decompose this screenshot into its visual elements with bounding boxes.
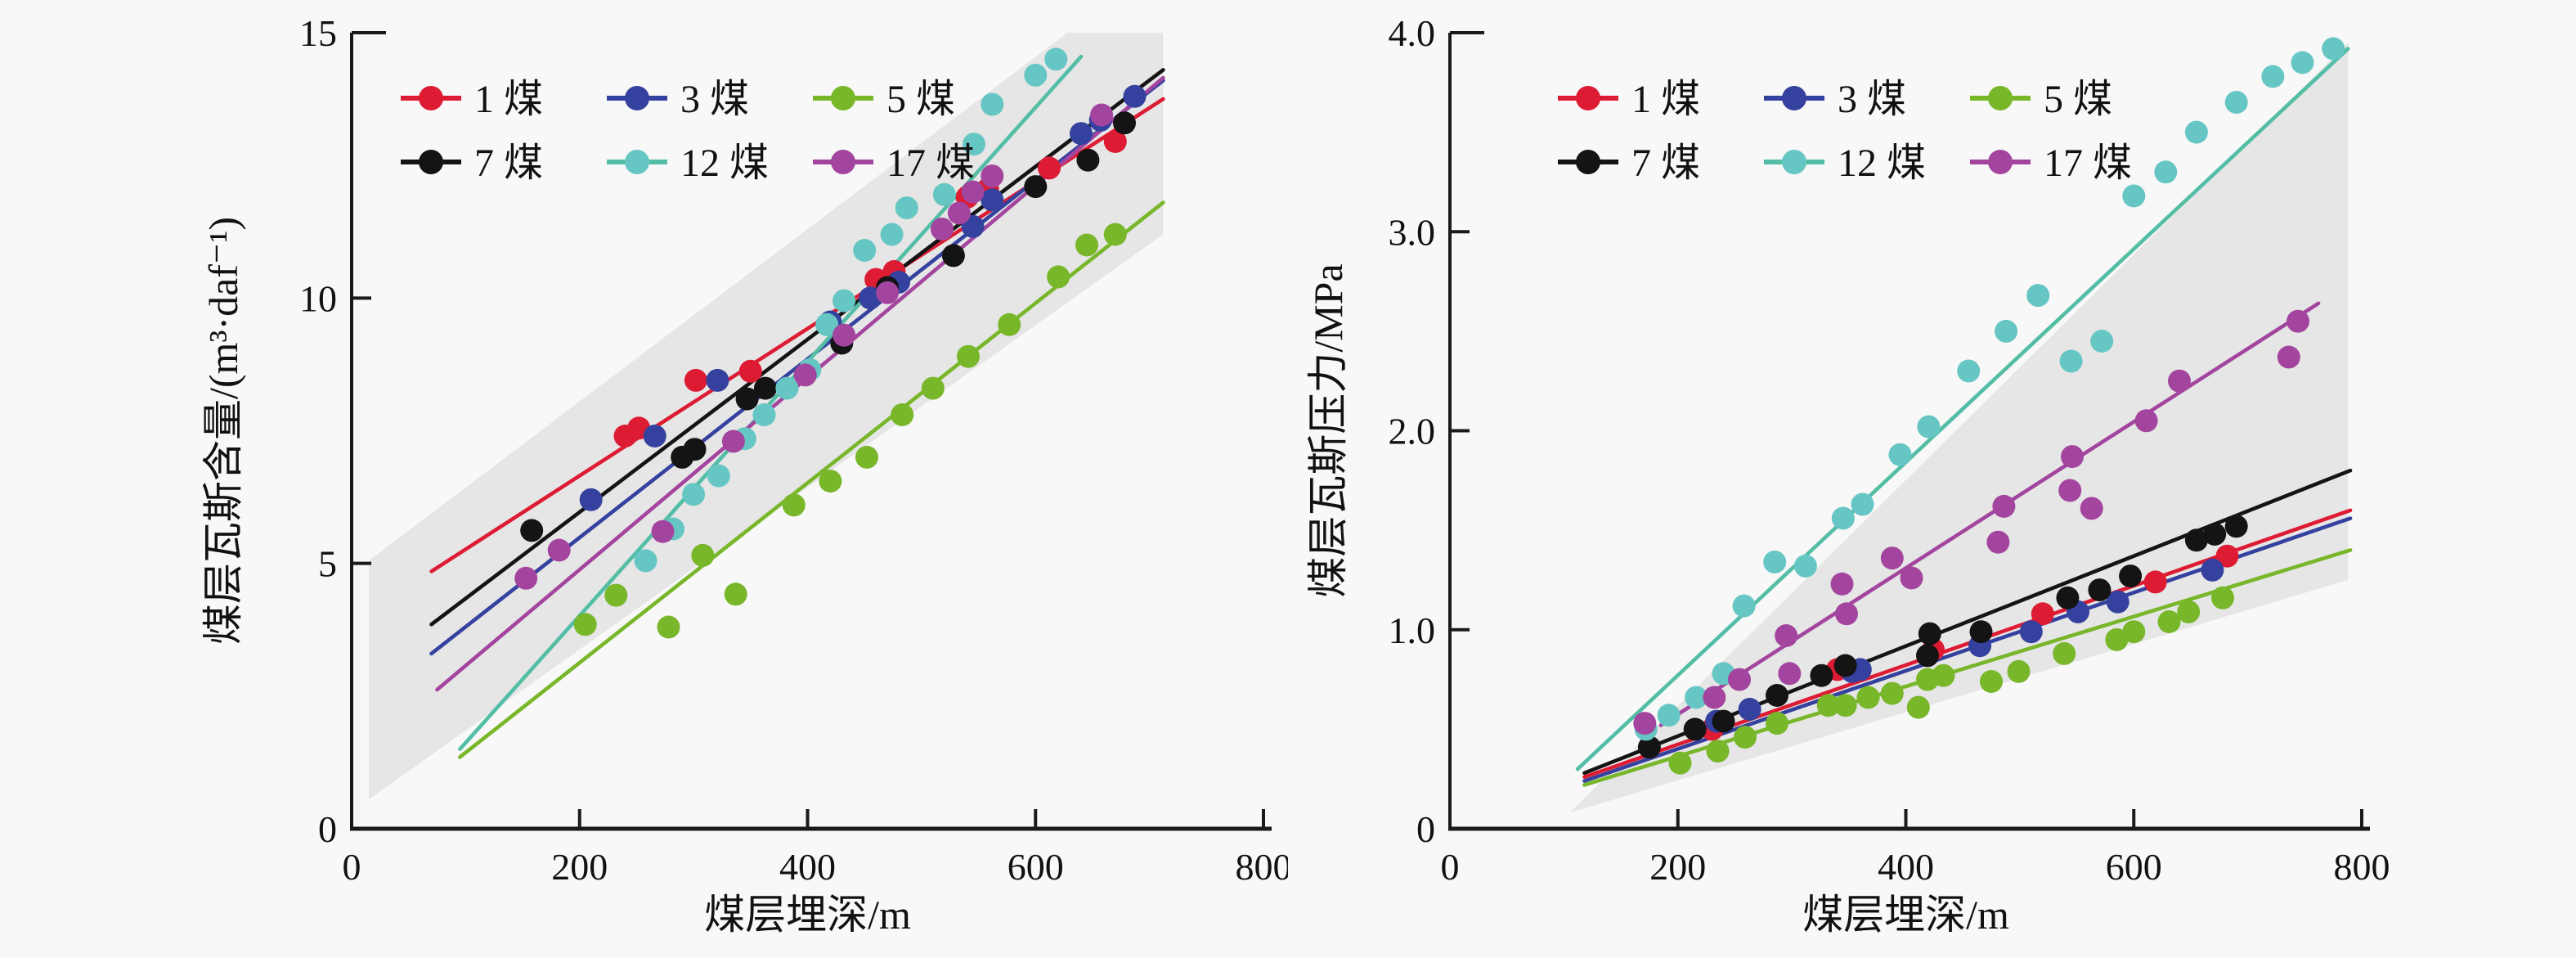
legend-item-coal-7: 7 煤: [1558, 142, 1700, 185]
legend-item-coal-3: 3 煤: [1764, 78, 1906, 121]
svg-text:0: 0: [1441, 846, 1460, 888]
legend-label: 5 煤: [886, 78, 955, 121]
legend-item-coal-12: 12 煤: [607, 142, 769, 185]
svg-text:10: 10: [299, 277, 337, 319]
legend-label: 5 煤: [2044, 78, 2112, 121]
legend-marker-icon: [419, 150, 443, 174]
svg-text:2.0: 2.0: [1389, 411, 1436, 452]
legend-item-coal-3: 3 煤: [607, 78, 749, 121]
svg-text:600: 600: [1008, 846, 1064, 888]
svg-text:200: 200: [551, 846, 608, 888]
legend-marker-icon: [1576, 150, 1600, 174]
y-axis-title: 煤层瓦斯压力/MPa: [1305, 263, 1351, 597]
legend-marker-icon: [1576, 86, 1600, 110]
legend-label: 3 煤: [680, 78, 749, 121]
series-points-coal-7: [1637, 515, 2248, 759]
legend-item-coal-1: 1 煤: [1558, 78, 1700, 121]
legend-marker-icon: [625, 150, 649, 174]
legend-item-coal-7: 7 煤: [401, 142, 543, 185]
x-ticks: 0 200 400 600 800: [343, 809, 1289, 888]
gas-content-chart: 0 200 400 600 800 0 5 10 15 煤层埋深/m 煤层瓦斯含量/(m³·daf⁻…: [200, 12, 1289, 938]
svg-text:600: 600: [2106, 846, 2162, 888]
svg-text:0: 0: [1416, 808, 1435, 850]
series-points-coal-12: [634, 47, 1068, 573]
fit-line-coal-12: [1575, 47, 2350, 771]
legend-marker-icon: [831, 150, 855, 174]
legend-label: 7 煤: [474, 142, 543, 185]
legend-item-coal-12: 12 煤: [1764, 142, 1926, 185]
fit-line-coal-5: [458, 200, 1165, 759]
y-ticks: 0 1.0 2.0 3.0 4.0: [1389, 12, 1470, 850]
legend-label: 12 煤: [1838, 142, 1926, 185]
y-ticks: 0 5 10 15: [299, 12, 371, 850]
x-ticks: 0 200 400 600 800: [1441, 809, 2390, 888]
svg-text:0: 0: [318, 808, 337, 850]
legend: 1 煤 3 煤 5 煤 7 煤 12 煤 17 煤: [401, 78, 975, 185]
legend-marker-icon: [831, 86, 855, 110]
series-points-coal-12: [1634, 37, 2345, 741]
svg-text:1.0: 1.0: [1389, 609, 1436, 651]
svg-text:400: 400: [1878, 846, 1934, 888]
legend-item-coal-1: 1 煤: [401, 78, 543, 121]
legend-label: 7 煤: [1631, 142, 1700, 185]
legend-label: 17 煤: [886, 142, 975, 185]
legend-item-coal-17: 17 煤: [1970, 142, 2132, 185]
axes: [350, 31, 1272, 831]
legend-marker-icon: [1988, 86, 2013, 110]
svg-text:4.0: 4.0: [1389, 12, 1436, 54]
legend-item-coal-5: 5 煤: [1970, 78, 2112, 121]
legend-label: 12 煤: [680, 142, 769, 185]
x-axis-title: 煤层埋深/m: [1802, 892, 2009, 938]
svg-text:800: 800: [1236, 846, 1289, 888]
series-points-coal-17: [514, 103, 1114, 590]
series-points-coal-5: [1668, 586, 2234, 775]
gas-pressure-chart: 0 200 400 600 800 0 1.0 2.0 3.0 4.0 煤层埋深/m 煤层瓦斯压力/M…: [1305, 12, 2390, 938]
x-axis-title: 煤层埋深/m: [704, 892, 911, 938]
legend: 1 煤 3 煤 5 煤 7 煤 12 煤 17 煤: [1558, 78, 2132, 185]
legend-label: 1 煤: [1631, 78, 1700, 121]
legend-marker-icon: [1988, 150, 2013, 174]
legend-label: 1 煤: [474, 78, 543, 121]
svg-text:15: 15: [299, 12, 337, 54]
series-points-coal-5: [573, 223, 1127, 639]
fit-line-coal-12: [458, 54, 1084, 752]
legend-label: 17 煤: [2044, 142, 2132, 185]
svg-text:400: 400: [779, 846, 836, 888]
svg-text:800: 800: [2334, 846, 2390, 888]
legend-item-coal-17: 17 煤: [813, 142, 975, 185]
legend-marker-icon: [419, 86, 443, 110]
fit-line-coal-17: [1658, 301, 2321, 727]
svg-text:3.0: 3.0: [1389, 211, 1436, 253]
svg-text:0: 0: [343, 846, 361, 888]
series-points-coal-17: [1633, 309, 2309, 735]
svg-text:200: 200: [1649, 846, 1706, 888]
y-axis-title: 煤层瓦斯含量/(m³·daf⁻¹): [200, 217, 246, 645]
confidence-envelope: [1569, 43, 2349, 813]
legend-item-coal-5: 5 煤: [813, 78, 955, 121]
legend-marker-icon: [1782, 150, 1806, 174]
svg-text:5: 5: [318, 543, 337, 585]
legend-marker-icon: [625, 86, 649, 110]
legend-label: 3 煤: [1838, 78, 1906, 121]
legend-marker-icon: [1782, 86, 1806, 110]
